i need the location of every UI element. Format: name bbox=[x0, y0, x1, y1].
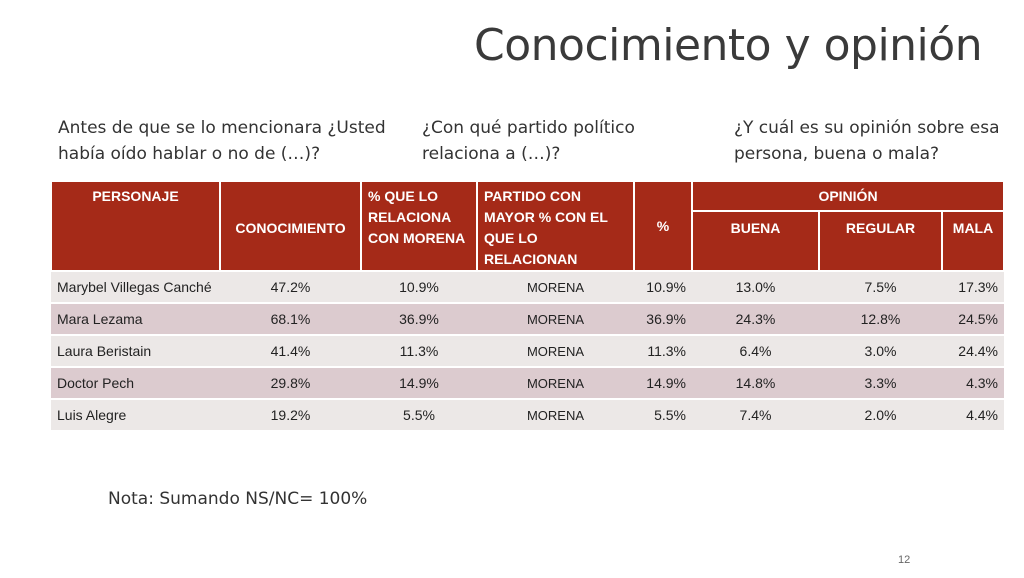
cell-mala: 4.4% bbox=[942, 398, 1004, 432]
table-row: Laura Beristain 41.4% 11.3% MORENA 11.3%… bbox=[51, 334, 1004, 368]
cell-buena: 13.0% bbox=[692, 270, 819, 304]
question-partido: ¿Con qué partido político relaciona a (…… bbox=[422, 118, 635, 164]
cell-name: Doctor Pech bbox=[51, 366, 220, 400]
header-mala: MALA bbox=[941, 210, 1005, 272]
footnote: Nota: Sumando NS/NC= 100% bbox=[108, 489, 368, 509]
cell-regular: 7.5% bbox=[819, 270, 942, 304]
cell-morena: 14.9% bbox=[361, 366, 477, 400]
cell-pct: 11.3% bbox=[634, 334, 692, 368]
cell-conocimiento: 29.8% bbox=[220, 366, 361, 400]
cell-buena: 14.8% bbox=[692, 366, 819, 400]
cell-pct: 5.5% bbox=[634, 398, 692, 432]
header-conocimiento: CONOCIMIENTO bbox=[219, 180, 362, 272]
question-opinion: ¿Y cuál es su opinión sobre esa persona,… bbox=[734, 118, 1000, 164]
cell-mala: 24.5% bbox=[942, 302, 1004, 336]
cell-pct: 36.9% bbox=[634, 302, 692, 336]
cell-regular: 2.0% bbox=[819, 398, 942, 432]
cell-morena: 11.3% bbox=[361, 334, 477, 368]
cell-morena: 36.9% bbox=[361, 302, 477, 336]
header-pct: % bbox=[633, 180, 693, 272]
header-regular: REGULAR bbox=[818, 210, 943, 272]
cell-mala: 24.4% bbox=[942, 334, 1004, 368]
cell-name: Mara Lezama bbox=[51, 302, 220, 336]
page-number: 12 bbox=[898, 554, 911, 566]
header-opinion: OPINIÓN bbox=[691, 180, 1005, 212]
header-relaciona-morena: % QUE LO RELACIONA CON MORENA bbox=[360, 180, 478, 272]
header-personaje: PERSONAJE bbox=[50, 180, 221, 272]
cell-name: Marybel Villegas Canché bbox=[51, 270, 220, 304]
cell-partido: MORENA bbox=[477, 302, 634, 336]
cell-morena: 5.5% bbox=[361, 398, 477, 432]
cell-mala: 4.3% bbox=[942, 366, 1004, 400]
table-row: Mara Lezama 68.1% 36.9% MORENA 36.9% 24.… bbox=[51, 302, 1004, 336]
cell-regular: 12.8% bbox=[819, 302, 942, 336]
table-row: Marybel Villegas Canché 47.2% 10.9% MORE… bbox=[51, 270, 1004, 304]
header-buena: BUENA bbox=[691, 210, 820, 272]
table-row: Luis Alegre 19.2% 5.5% MORENA 5.5% 7.4% … bbox=[51, 398, 1004, 432]
slide-title: Conocimiento y opinión bbox=[474, 20, 983, 71]
cell-conocimiento: 68.1% bbox=[220, 302, 361, 336]
cell-regular: 3.3% bbox=[819, 366, 942, 400]
cell-regular: 3.0% bbox=[819, 334, 942, 368]
cell-conocimiento: 19.2% bbox=[220, 398, 361, 432]
header-partido: PARTIDO CON MAYOR % CON EL QUE LO RELACI… bbox=[476, 180, 635, 272]
cell-partido: MORENA bbox=[477, 270, 634, 304]
cell-buena: 24.3% bbox=[692, 302, 819, 336]
cell-conocimiento: 41.4% bbox=[220, 334, 361, 368]
cell-conocimiento: 47.2% bbox=[220, 270, 361, 304]
cell-buena: 6.4% bbox=[692, 334, 819, 368]
cell-partido: MORENA bbox=[477, 366, 634, 400]
cell-name: Luis Alegre bbox=[51, 398, 220, 432]
cell-mala: 17.3% bbox=[942, 270, 1004, 304]
cell-partido: MORENA bbox=[477, 334, 634, 368]
results-table: PERSONAJE CONOCIMIENTO % QUE LO RELACION… bbox=[50, 180, 1005, 432]
table-row: Doctor Pech 29.8% 14.9% MORENA 14.9% 14.… bbox=[51, 366, 1004, 400]
cell-pct: 14.9% bbox=[634, 366, 692, 400]
cell-name: Laura Beristain bbox=[51, 334, 220, 368]
cell-pct: 10.9% bbox=[634, 270, 692, 304]
question-conocimiento: Antes de que se lo mencionara ¿Usted hab… bbox=[58, 118, 386, 164]
cell-buena: 7.4% bbox=[692, 398, 819, 432]
cell-morena: 10.9% bbox=[361, 270, 477, 304]
cell-partido: MORENA bbox=[477, 398, 634, 432]
